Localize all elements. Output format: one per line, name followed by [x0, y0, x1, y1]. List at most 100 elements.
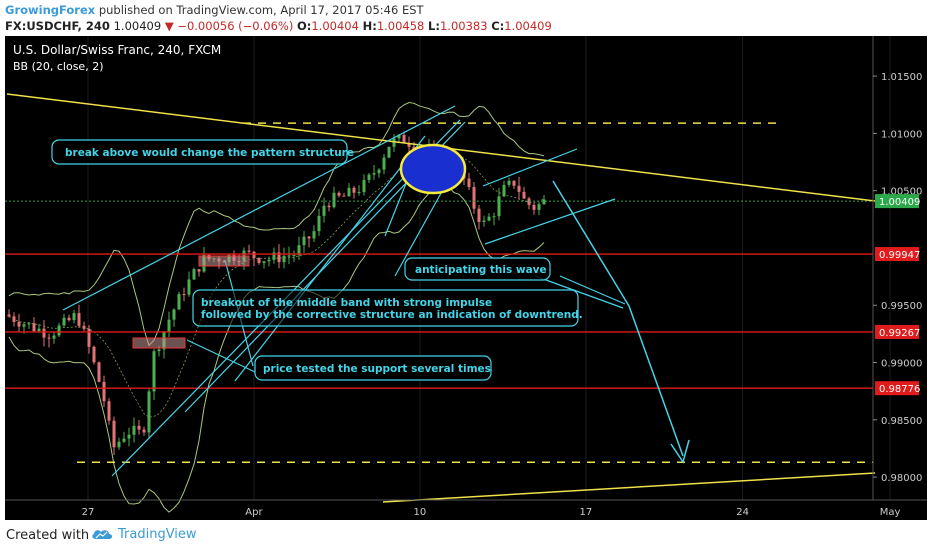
ohlc-line: FX:USDCHF, 240 1.00409 ▼ −0.00056 (−0.06… [5, 19, 552, 33]
candle-body [497, 196, 501, 217]
last-price: 1.00409 [113, 19, 162, 33]
annotation-text: price tested the support several times [263, 363, 491, 375]
top-highlight-ellipse[interactable] [399, 143, 467, 195]
candle-body [397, 134, 401, 139]
created-with-label: Created with [6, 528, 90, 543]
level-tag-label: 0.99267 [879, 328, 920, 339]
level-tag-bg [875, 324, 919, 339]
channel-line-mid2[interactable] [234, 135, 426, 382]
chart-title: U.S. Dollar/Swiss Franc, 240, FXCM [13, 43, 221, 57]
candle-body [22, 324, 26, 327]
candle-body [352, 187, 356, 193]
chart-area[interactable]: break above would change the pattern str… [5, 36, 927, 520]
candle-body [32, 323, 36, 332]
candle-body [522, 191, 526, 199]
candle-body [37, 328, 41, 332]
price-tick-label: 0.98000 [881, 473, 922, 484]
chart-header: GrowingForex published on TradingView.co… [0, 0, 932, 36]
candle-body [332, 192, 336, 208]
candle-body [487, 216, 491, 221]
pointer-support-1 [186, 339, 256, 373]
candle-body [92, 346, 96, 363]
level-tag-label: 0.99947 [879, 250, 920, 261]
annotation-text: anticipating this wave [415, 264, 547, 276]
candle-body [327, 205, 331, 208]
candle-body [257, 257, 261, 264]
candle-body [127, 434, 131, 439]
projection-arrow-upper[interactable] [552, 180, 630, 307]
candle-body [267, 259, 271, 262]
candle-body [382, 157, 386, 170]
time-axis[interactable]: 27 Apr 10 17 24 May [82, 507, 901, 518]
candle-body [52, 335, 56, 339]
candle-body [167, 319, 171, 332]
annotation-pattern-structure[interactable]: break above would change the pattern str… [51, 139, 354, 165]
channel-line-upper[interactable] [62, 105, 456, 311]
candle-body [362, 179, 366, 193]
flag-line-upper[interactable] [482, 148, 578, 187]
candle-body [277, 252, 281, 263]
candle-body [287, 255, 291, 257]
time-tick-label: 27 [82, 507, 95, 518]
candle-body [147, 391, 151, 433]
annotation-breakout[interactable]: breakout of the middle band with strong … [192, 289, 583, 327]
candle-body [112, 420, 116, 448]
candle-body [372, 173, 376, 175]
candle-body [507, 180, 511, 185]
publish-line: GrowingForex published on TradingView.co… [5, 3, 424, 17]
chart-svg[interactable]: break above would change the pattern str… [5, 36, 927, 520]
candle-body [272, 252, 276, 260]
annotation-support-test[interactable]: price tested the support several times [254, 355, 492, 381]
ascending-trendline-bottom[interactable] [382, 472, 876, 503]
candle-body [157, 349, 161, 352]
price-tick-label: 1.00500 [881, 187, 922, 198]
candle-body [312, 231, 316, 239]
candle-body [542, 199, 546, 205]
candle-body [252, 251, 256, 258]
author-link[interactable]: GrowingForex [5, 3, 96, 17]
bb-lower-band [8, 181, 545, 513]
candle-body [307, 236, 311, 239]
flag-line-lower[interactable] [484, 198, 616, 245]
candle-body [142, 429, 146, 433]
projection-arrow-lower[interactable] [628, 305, 684, 457]
current-price-value: 1.00409 [879, 197, 920, 208]
pointer-breakout-2 [394, 185, 446, 277]
candle-body [247, 250, 251, 252]
support-test-box-1[interactable] [132, 337, 186, 349]
annotation-text: break above would change the pattern str… [65, 147, 354, 159]
pointer-to-flag [534, 275, 624, 309]
candle-body [482, 220, 486, 222]
close-label: C: [491, 19, 505, 33]
candle-body [387, 146, 391, 158]
open-label: O: [296, 19, 312, 33]
price-axis[interactable]: 1.01500 1.01000 1.00500 0.99500 0.99000 0.985… [873, 72, 922, 484]
candle-body [492, 216, 496, 218]
candle-body [87, 328, 91, 347]
arrow-head-icon [670, 439, 690, 464]
candle-body [97, 362, 101, 382]
time-tick-label: 17 [579, 507, 592, 518]
candle-body [472, 187, 476, 209]
support-test-box-2[interactable] [198, 255, 250, 267]
candle-body [102, 381, 106, 402]
candle-body [17, 322, 21, 327]
candle-body [172, 309, 176, 320]
level-price-tags: 0.99947 0.99267 0.98776 [875, 247, 920, 396]
bb-middle-band [8, 147, 545, 418]
price-tick-label: 0.99500 [881, 301, 922, 312]
tradingview-logo[interactable]: TradingView [90, 526, 197, 542]
candle-body [402, 134, 406, 144]
candle-body [62, 317, 66, 326]
tradingview-brand: TradingView [118, 526, 197, 542]
candle-body [317, 215, 321, 232]
candle-body [192, 269, 196, 280]
candle-body [512, 180, 516, 186]
close-value: 1.00409 [504, 19, 552, 33]
candle-body [357, 192, 361, 194]
price-tick-label: 0.99000 [881, 359, 922, 370]
candle-body [47, 337, 51, 339]
annotation-anticipating[interactable]: anticipating this wave [404, 257, 551, 281]
time-tick-label: Apr [245, 507, 263, 518]
